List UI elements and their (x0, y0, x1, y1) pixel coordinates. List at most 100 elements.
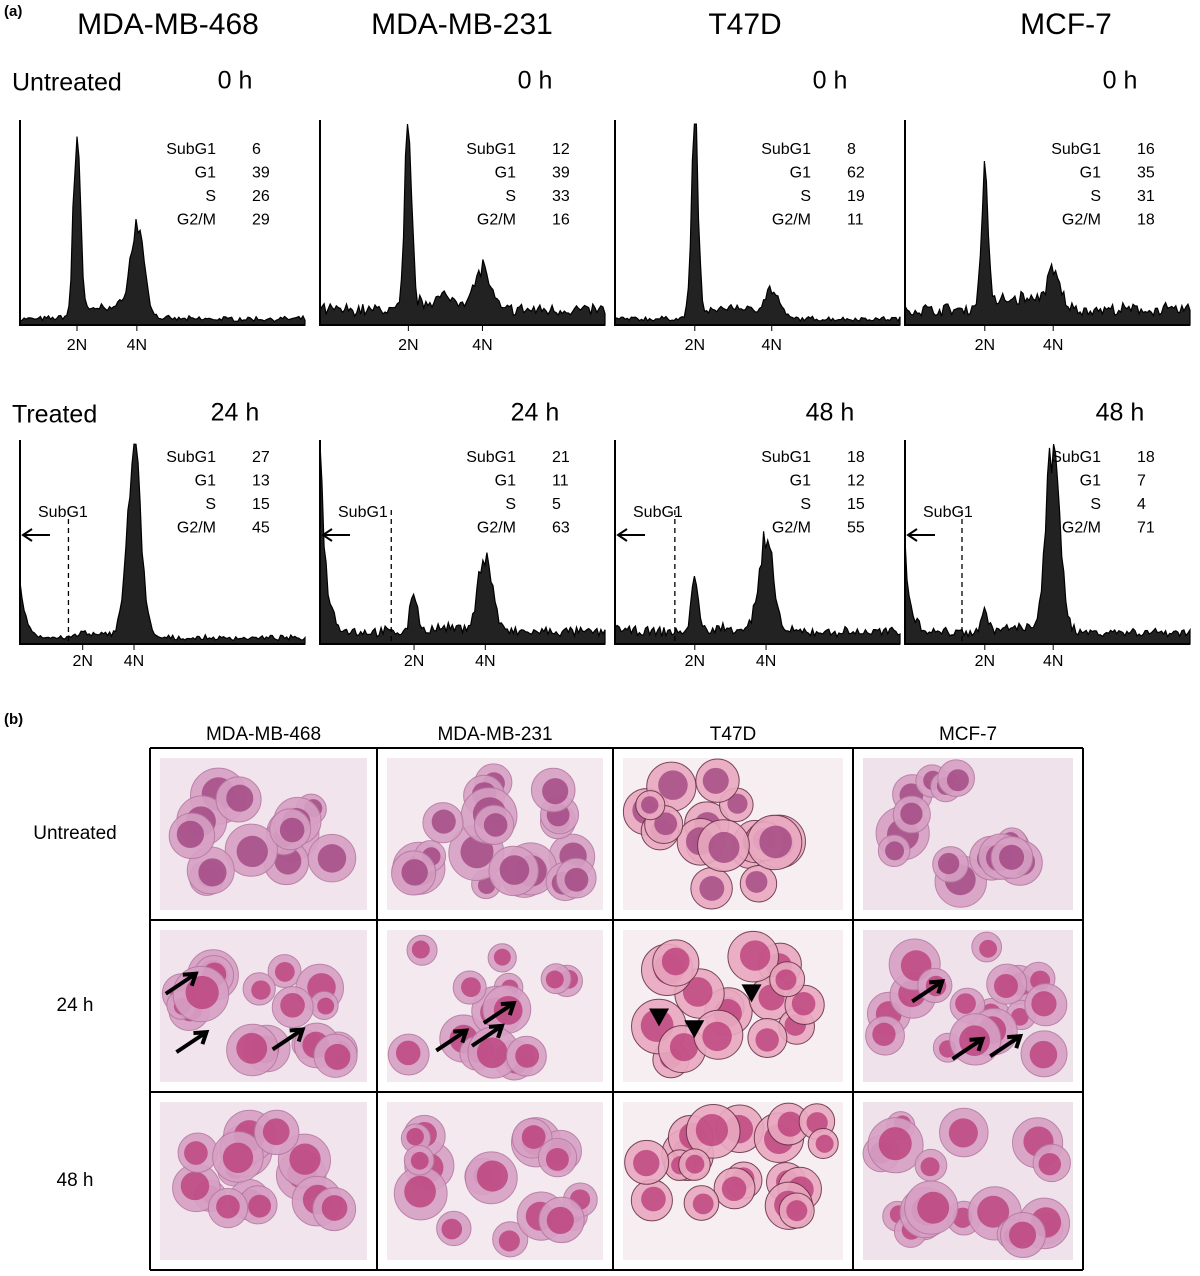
stat-value: 55 (847, 520, 865, 537)
nucleus (695, 1114, 728, 1147)
tick-label: 2N (398, 337, 418, 354)
stat-value: 21 (552, 449, 570, 466)
stat-value: 39 (252, 165, 270, 182)
panel-label: (a) (4, 3, 22, 20)
nucleus (404, 1175, 436, 1208)
micrograph (623, 1102, 843, 1260)
nucleus (999, 844, 1025, 870)
nucleus (251, 980, 271, 1000)
stat-name: G2/M (772, 520, 811, 537)
time-label: 0 h (1103, 67, 1138, 95)
micrograph (623, 930, 843, 1082)
nucleus (900, 802, 923, 825)
marker-arrow (321, 528, 350, 542)
histogram (319, 124, 606, 326)
nucleus (993, 974, 1018, 998)
stat-name: G2/M (772, 212, 811, 229)
stat-value: 35 (1137, 165, 1155, 182)
tick-label: 4N (472, 337, 492, 354)
nucleus (499, 855, 530, 885)
stat-value: 62 (847, 165, 865, 182)
stat-value: 71 (1137, 520, 1155, 537)
stat-value: 19 (847, 188, 865, 205)
stat-name: G1 (790, 165, 811, 182)
stat-name: G2/M (477, 520, 516, 537)
tick-label: 4N (475, 653, 495, 670)
nucleus (411, 940, 430, 959)
nucleus (289, 1143, 321, 1175)
nucleus (317, 844, 347, 873)
nucleus (654, 812, 678, 836)
tick-label: 4N (762, 337, 782, 354)
column-header: MDA-MB-468 (206, 724, 321, 745)
stat-name: G1 (495, 473, 516, 490)
marker-label: SubG1 (338, 504, 388, 521)
nucleus (739, 940, 771, 971)
nucleus (198, 858, 227, 887)
marker-label: SubG1 (633, 504, 683, 521)
tick-label: 4N (127, 337, 147, 354)
tick-label: 2N (67, 337, 87, 354)
stat-value: 7 (1137, 473, 1146, 490)
nucleus (682, 977, 713, 1007)
stat-value: 39 (552, 165, 570, 182)
nucleus (185, 975, 219, 1010)
stat-value: 33 (552, 188, 570, 205)
nucleus (979, 939, 998, 958)
axis (614, 120, 900, 326)
nucleus (641, 1186, 666, 1212)
nucleus (702, 1021, 732, 1052)
nucleus (324, 1043, 351, 1070)
stat-value: 4 (1137, 496, 1146, 513)
stat-value: 63 (552, 520, 570, 537)
time-label: 0 h (813, 67, 848, 95)
stat-value: 8 (847, 141, 856, 158)
time-label: 0 h (218, 67, 253, 95)
nucleus (759, 825, 792, 859)
micrograph (160, 1102, 367, 1260)
stat-value: 18 (1137, 212, 1155, 229)
stat-value: 31 (1137, 188, 1155, 205)
tick-label: 2N (404, 653, 424, 670)
stat-value: 18 (847, 449, 865, 466)
marker-arrow (906, 528, 935, 542)
nucleus (476, 1160, 508, 1192)
axis (319, 120, 605, 326)
nucleus (410, 1151, 429, 1170)
nucleus (727, 793, 748, 814)
nucleus (564, 867, 589, 892)
nucleus (920, 1157, 940, 1177)
panel-label: (b) (4, 711, 23, 728)
stat-value: 6 (252, 141, 261, 158)
stat-name: G1 (790, 473, 811, 490)
stat-name: SubG1 (761, 141, 811, 158)
stat-value: 11 (847, 212, 864, 229)
marker-arrow (616, 528, 645, 542)
nucleus (236, 1032, 268, 1064)
arrowhead (741, 984, 762, 1003)
arrow (482, 1000, 517, 1025)
nucleus (431, 809, 456, 834)
tick-label: 4N (124, 653, 144, 670)
micrograph (622, 758, 843, 910)
cell-line-title: T47D (708, 8, 781, 41)
nucleus (226, 784, 254, 812)
nucleus (222, 1142, 254, 1173)
nucleus (483, 813, 508, 837)
axis (19, 120, 305, 326)
nucleus (708, 831, 740, 863)
nucleus (755, 1028, 779, 1052)
marker-label: SubG1 (38, 504, 88, 521)
row-header: 48 h (57, 1170, 94, 1191)
nucleus (546, 1206, 574, 1235)
stat-name: SubG1 (466, 141, 516, 158)
micrograph (160, 930, 367, 1082)
nucleus (476, 1037, 508, 1069)
stat-name: SubG1 (166, 449, 216, 466)
nucleus (786, 1200, 808, 1222)
stat-name: G1 (495, 165, 516, 182)
nucleus (498, 1230, 520, 1252)
stat-name: SubG1 (761, 449, 811, 466)
stat-name: SubG1 (1051, 141, 1101, 158)
